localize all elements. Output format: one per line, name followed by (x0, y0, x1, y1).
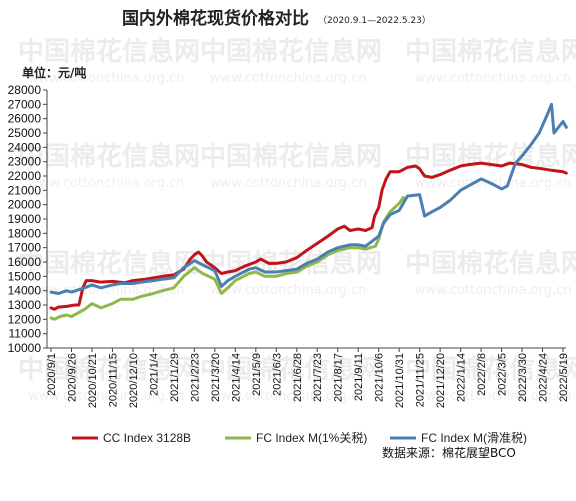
watermark-url: www.cottonchina.org.cn (415, 283, 572, 298)
y-tick-label: 13000 (8, 298, 42, 312)
series-lines (49, 102, 568, 321)
watermark-text: 中国棉花信息网 (18, 354, 200, 385)
x-tick-label: 2022/2/8 (476, 353, 488, 396)
watermark-url: www.cottonchina.org.cn (415, 389, 572, 404)
x-tick-label: 2021/7/23 (312, 353, 324, 402)
x-tick-label: 2021/6/3 (271, 353, 283, 396)
x-tick-label: 2021/3/20 (210, 353, 222, 402)
x-tick-label: 2021/6/28 (292, 353, 304, 402)
y-tick-label: 22000 (8, 169, 42, 183)
x-tick-label: 2021/1/29 (169, 353, 181, 402)
unit-label: 单位：元/吨 (22, 65, 86, 80)
x-tick-label: 2021/9/11 (353, 353, 365, 401)
x-tick-label: 2021/5/9 (251, 353, 263, 396)
x-tick-label: 2021/8/17 (333, 353, 345, 402)
chart-title: 国内外棉花现货价格对比 (122, 8, 309, 29)
watermark-text: 中国棉花信息网 (200, 248, 382, 279)
y-tick-label: 18000 (8, 226, 42, 240)
watermark-url: www.cottonchina.org.cn (28, 71, 185, 86)
y-tick-label: 20000 (8, 198, 42, 212)
y-tick-label: 28000 (8, 83, 42, 97)
watermark-url: www.cottonchina.org.cn (210, 389, 367, 404)
x-tick-label: 2021/12/20 (435, 353, 447, 408)
watermark-text: 中国棉花信息网 (405, 141, 576, 172)
y-tick-label: 21000 (8, 183, 42, 197)
x-tick-label: 2021/10/6 (374, 353, 386, 402)
legend: CC Index 3128B FC Index M(1%关税) FC Index M… (72, 431, 527, 445)
watermark-text: 中国棉花信息网 (200, 141, 382, 172)
y-tick-label: 23000 (8, 155, 42, 169)
y-tick-label: 14000 (8, 284, 42, 298)
plot-area: 1000011000120001300014000150001600017000… (8, 83, 570, 408)
watermark-text: 中国棉花信息网 (18, 36, 200, 67)
x-tick-label: 2022/5/19 (558, 353, 570, 402)
x-tick-label: 2021/11/25 (415, 353, 427, 407)
x-ticks: 2020/9/1 2020/9/26 2020/10/21 2020/11/15 202… (46, 348, 570, 408)
watermark-text: 中国棉花信息网 (200, 36, 382, 67)
y-tick-label: 10000 (8, 341, 42, 355)
x-tick-label: 2020/12/10 (128, 353, 140, 408)
watermark-text: 中国棉花信息网 (18, 248, 200, 279)
x-tick-label: 2020/10/21 (87, 353, 99, 408)
series-line-2 (49, 196, 405, 321)
y-tick-label: 24000 (8, 140, 42, 154)
x-tick-label: 2021/4/14 (230, 353, 242, 402)
y-tick-label: 17000 (8, 241, 42, 255)
x-tick-label: 2022/3/30 (517, 353, 529, 402)
y-ticks: 1000011000120001300014000150001600017000… (8, 83, 47, 355)
watermark-url: www.cottonchina.org.cn (210, 176, 367, 191)
series-line-3 (49, 102, 568, 295)
watermark-text: 中国棉花信息网 (200, 354, 382, 385)
y-tick-label: 19000 (8, 212, 42, 226)
watermark-text: 中国棉花信息网 (405, 248, 576, 279)
watermark-url: www.cottonchina.org.cn (210, 283, 367, 298)
x-tick-label: 2022/3/5 (497, 353, 509, 396)
x-tick-label: 2020/11/15 (107, 353, 119, 407)
x-tick-label: 2021/10/31 (394, 353, 406, 408)
y-tick-label: 25000 (8, 126, 42, 140)
x-tick-label: 2020/9/26 (66, 353, 78, 402)
legend-label-3: FC Index M(滑准税) (421, 431, 527, 445)
source-label: 数据来源：棉花展望BCO (382, 445, 516, 460)
y-tick-label: 26000 (8, 112, 42, 126)
y-tick-label: 12000 (8, 312, 42, 326)
x-tick-label: 2021/2/23 (189, 353, 201, 402)
y-tick-label: 16000 (8, 255, 42, 269)
watermark-url: www.cottonchina.org.cn (210, 71, 367, 86)
x-tick-label: 2022/1/14 (456, 353, 468, 402)
x-tick-label: 2020/9/1 (46, 353, 58, 396)
watermark-layer: 中国棉花信息网 www.cottonchina.org.cn 中国棉花信息网 www.… (18, 36, 576, 404)
legend-label-2: FC Index M(1%关税) (256, 431, 367, 445)
y-tick-label: 27000 (8, 97, 42, 111)
x-tick-label: 2022/4/24 (538, 353, 550, 402)
watermark-text: 中国棉花信息网 (405, 36, 576, 67)
watermark-url: www.cottonchina.org.cn (28, 389, 185, 404)
watermark-url: www.cottonchina.org.cn (28, 176, 185, 191)
watermark-text: 中国棉花信息网 (18, 141, 200, 172)
chart-subtitle: （2020.9.1—2022.5.23） (318, 15, 431, 26)
watermark-text: 中国棉花信息网 (405, 354, 576, 385)
legend-label-1: CC Index 3128B (103, 431, 191, 445)
y-tick-label: 15000 (8, 269, 42, 283)
y-tick-label: 11000 (9, 327, 42, 341)
x-tick-label: 2021/1/4 (148, 353, 160, 396)
watermark-url: www.cottonchina.org.cn (415, 71, 572, 86)
